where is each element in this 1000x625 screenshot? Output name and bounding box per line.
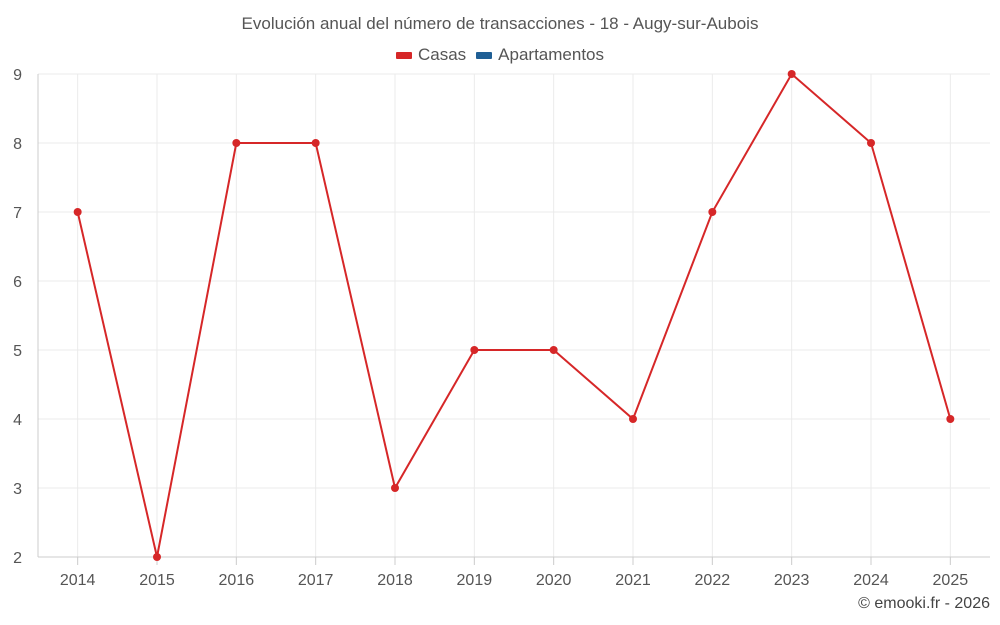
y-tick-label: 3 xyxy=(13,481,22,498)
data-point xyxy=(549,346,558,354)
y-tick-label: 4 xyxy=(13,412,22,429)
y-tick-label: 7 xyxy=(13,205,22,222)
y-tick-label: 8 xyxy=(13,136,22,153)
y-tick-label: 6 xyxy=(13,274,22,291)
data-point xyxy=(787,70,796,78)
x-tick-label: 2024 xyxy=(853,572,889,589)
series-line-casas xyxy=(76,72,952,558)
legend-item-apartamentos[interactable]: Apartamentos xyxy=(476,45,604,65)
data-point xyxy=(311,139,320,147)
x-tick-label: 2015 xyxy=(139,572,175,589)
data-point xyxy=(629,415,637,423)
data-point xyxy=(73,208,82,216)
legend-label-casas: Casas xyxy=(417,45,467,64)
credit-text: © emooki.fr - 2026 xyxy=(858,595,990,612)
x-tick-label: 2014 xyxy=(60,572,96,589)
legend-swatch-casas xyxy=(395,51,412,59)
legend: Casas Apartamentos xyxy=(0,45,1000,65)
x-tick-label: 2025 xyxy=(933,572,969,589)
data-point xyxy=(867,139,875,147)
x-tick-label: 2017 xyxy=(298,572,334,589)
x-tick-label: 2023 xyxy=(774,572,810,589)
chart-title: Evolución anual del número de transaccio… xyxy=(241,14,759,33)
y-tick-label: 5 xyxy=(13,343,22,360)
x-tick-label: 2016 xyxy=(219,572,255,589)
data-point xyxy=(708,208,717,216)
x-tick-label: 2020 xyxy=(536,572,572,589)
y-tick-label: 2 xyxy=(13,550,22,567)
data-point xyxy=(232,139,241,147)
y-tick-label: 9 xyxy=(13,67,22,84)
data-point xyxy=(470,346,479,354)
legend-label-apartamentos: Apartamentos xyxy=(498,45,605,64)
x-tick-label: 2022 xyxy=(695,572,731,589)
x-tick-label: 2018 xyxy=(377,572,413,589)
x-tick-label: 2021 xyxy=(615,572,651,589)
data-point xyxy=(391,484,399,492)
data-point xyxy=(153,553,161,561)
data-point xyxy=(946,415,955,423)
legend-item-casas[interactable]: Casas xyxy=(395,45,467,65)
legend-swatch-apartamentos xyxy=(476,51,493,59)
x-tick-label: 2019 xyxy=(457,572,493,589)
